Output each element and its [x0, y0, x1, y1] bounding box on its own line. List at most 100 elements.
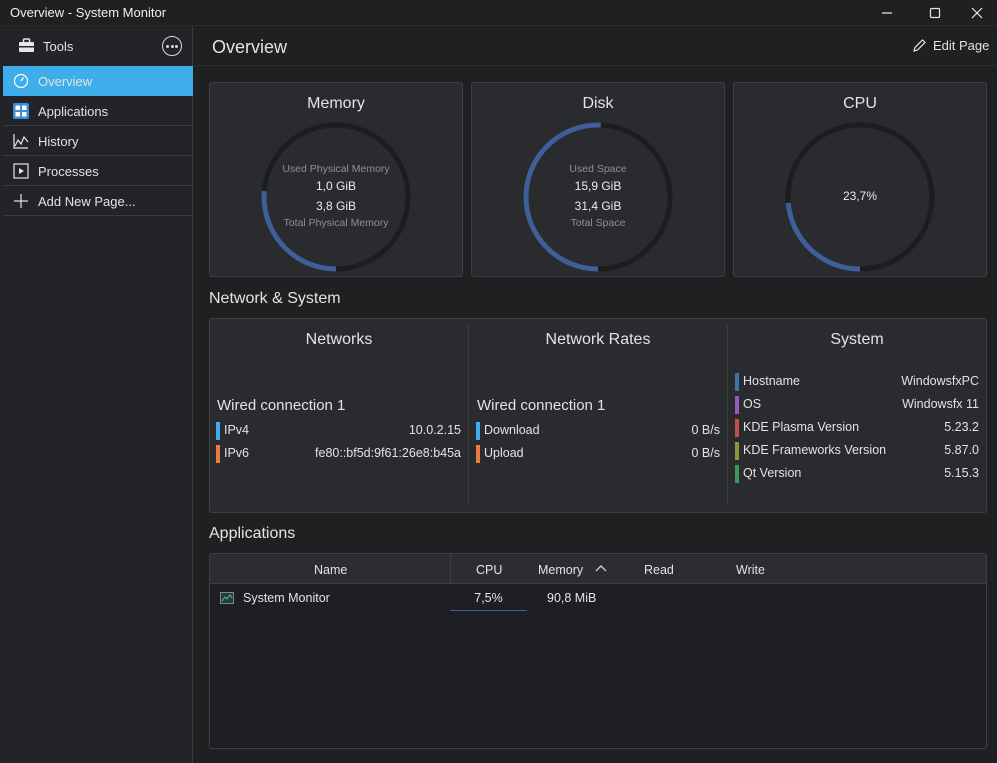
column-memory[interactable]: Memory	[538, 563, 584, 577]
rates-connection: Wired connection 1	[477, 397, 606, 414]
qt-version-value: 5.15.3	[944, 466, 979, 480]
row-cpu: 7,5%	[474, 591, 503, 605]
maximize-icon	[929, 7, 941, 19]
cpu-card: CPU 23,7%	[733, 82, 987, 277]
network-system-title: Network & System	[209, 290, 341, 307]
edit-page-label: Edit Page	[933, 38, 990, 53]
disk-card: Disk Used Space 15,9 GiB 31,4 GiB Total …	[471, 82, 725, 277]
edit-page-button[interactable]: Edit Page	[912, 38, 989, 53]
cpu-gauge	[785, 122, 935, 272]
sidebar-item-overview[interactable]: Overview	[3, 66, 193, 96]
used-space-label: Used Space	[569, 163, 627, 175]
sidebar-item-applications[interactable]: Applications	[3, 96, 193, 126]
hostname-row: Hostname WindowsfxPC	[735, 372, 979, 391]
network-rates-title: Network Rates	[545, 331, 651, 348]
close-icon	[971, 7, 983, 19]
download-key: Download	[484, 423, 540, 437]
disk-title: Disk	[582, 95, 614, 112]
sidebar-item-label: Processes	[38, 164, 99, 179]
ipv4-color	[216, 422, 220, 440]
ipv6-color	[216, 445, 220, 463]
column-divider[interactable]	[450, 554, 451, 584]
upload-color	[476, 445, 480, 463]
more-dot	[175, 45, 178, 48]
disk-gauge-arc	[523, 122, 673, 272]
cpu-usage-bar: 7,5%	[450, 585, 527, 611]
more-dot	[170, 45, 174, 48]
gauge-icon	[13, 73, 29, 89]
system-title: System	[830, 331, 884, 348]
column-cpu[interactable]: CPU	[476, 563, 503, 577]
sidebar-item-label: Add New Page...	[38, 194, 136, 209]
used-space-value: 15,9 GiB	[574, 179, 622, 193]
upload-value: 0 B/s	[691, 446, 721, 460]
toolbox-icon	[18, 38, 35, 58]
total-physical-memory-value: 3,8 GiB	[315, 199, 357, 213]
system-panel: System Hostname WindowsfxPC OS Windowsfx…	[728, 319, 986, 514]
processes-icon	[13, 163, 29, 179]
os-color	[735, 396, 739, 414]
minimize-button[interactable]	[864, 0, 910, 26]
used-physical-memory-label: Used Physical Memory	[282, 163, 390, 175]
download-row: Download 0 B/s	[476, 421, 720, 440]
frameworks-version-key: KDE Frameworks Version	[743, 443, 887, 457]
table-row[interactable]: System Monitor 7,5% 90,8 MiB	[210, 585, 986, 611]
plus-icon	[14, 194, 28, 208]
more-options-button[interactable]	[162, 36, 182, 56]
total-space-value: 31,4 GiB	[574, 199, 622, 213]
hostname-color	[735, 373, 739, 391]
sidebar-item-label: Applications	[38, 104, 109, 119]
disk-gauge	[523, 122, 673, 272]
history-chart-icon	[13, 134, 29, 149]
ipv4-key: IPv4	[224, 423, 250, 437]
ipv6-key: IPv6	[224, 446, 250, 460]
network-system-card: Networks Wired connection 1 IPv4 10.0.2.…	[209, 318, 987, 513]
applications-icon	[13, 103, 29, 119]
divider	[727, 325, 728, 503]
column-name[interactable]: Name	[314, 563, 348, 577]
column-write[interactable]: Write	[736, 563, 765, 577]
sidebar-item-label: Overview	[38, 74, 93, 89]
tools-row: Tools	[0, 26, 193, 66]
main-content: Overview Edit Page Memory Used Physical …	[194, 26, 997, 763]
tools-label: Tools	[43, 39, 74, 54]
cpu-title: CPU	[843, 95, 877, 112]
pencil-icon	[913, 39, 926, 52]
upload-row: Upload 0 B/s	[476, 444, 721, 463]
row-name: System Monitor	[243, 591, 330, 605]
row-memory: 90,8 MiB	[547, 591, 597, 605]
os-row: OS Windowsfx 11	[735, 395, 979, 414]
plasma-version-color	[735, 419, 739, 437]
cpu-gauge-arc	[785, 122, 935, 272]
qt-version-row: Qt Version 5.15.3	[735, 464, 979, 483]
os-value: Windowsfx 11	[902, 397, 979, 411]
ipv4-value: 10.0.2.15	[408, 423, 461, 437]
qt-version-key: Qt Version	[743, 466, 802, 480]
sidebar-item-processes[interactable]: Processes	[3, 156, 193, 186]
page-header: Overview Edit Page	[194, 26, 997, 66]
memory-gauge	[261, 122, 411, 272]
ipv6-value: fe80::bf5d:9f61:26e8:b45a	[315, 446, 461, 460]
plasma-version-value: 5.23.2	[944, 420, 979, 434]
divider	[468, 325, 469, 503]
download-color	[476, 422, 480, 440]
frameworks-version-row: KDE Frameworks Version 5.87.0	[735, 441, 979, 460]
ipv6-row: IPv6 fe80::bf5d:9f61:26e8:b45a	[216, 444, 461, 463]
qt-version-color	[735, 465, 739, 483]
frameworks-version-color	[735, 442, 739, 460]
applications-title: Applications	[209, 525, 296, 542]
sidebar-item-label: History	[38, 134, 79, 149]
networks-title: Networks	[305, 331, 373, 348]
close-button[interactable]	[954, 0, 997, 26]
sidebar-item-add-new-page[interactable]: Add New Page...	[3, 186, 193, 216]
network-rates-panel: Network Rates Wired connection 1 Downloa…	[469, 319, 727, 514]
column-read[interactable]: Read	[644, 563, 674, 577]
sidebar-item-history[interactable]: History	[3, 126, 193, 156]
system-monitor-icon	[220, 592, 234, 604]
os-key: OS	[743, 397, 762, 411]
maximize-button[interactable]	[912, 0, 958, 26]
frameworks-version-value: 5.87.0	[944, 443, 979, 457]
hostname-key: Hostname	[743, 374, 800, 388]
more-dots-icon	[166, 45, 169, 48]
sidebar: Tools Overview Applications History Proc…	[0, 26, 193, 763]
